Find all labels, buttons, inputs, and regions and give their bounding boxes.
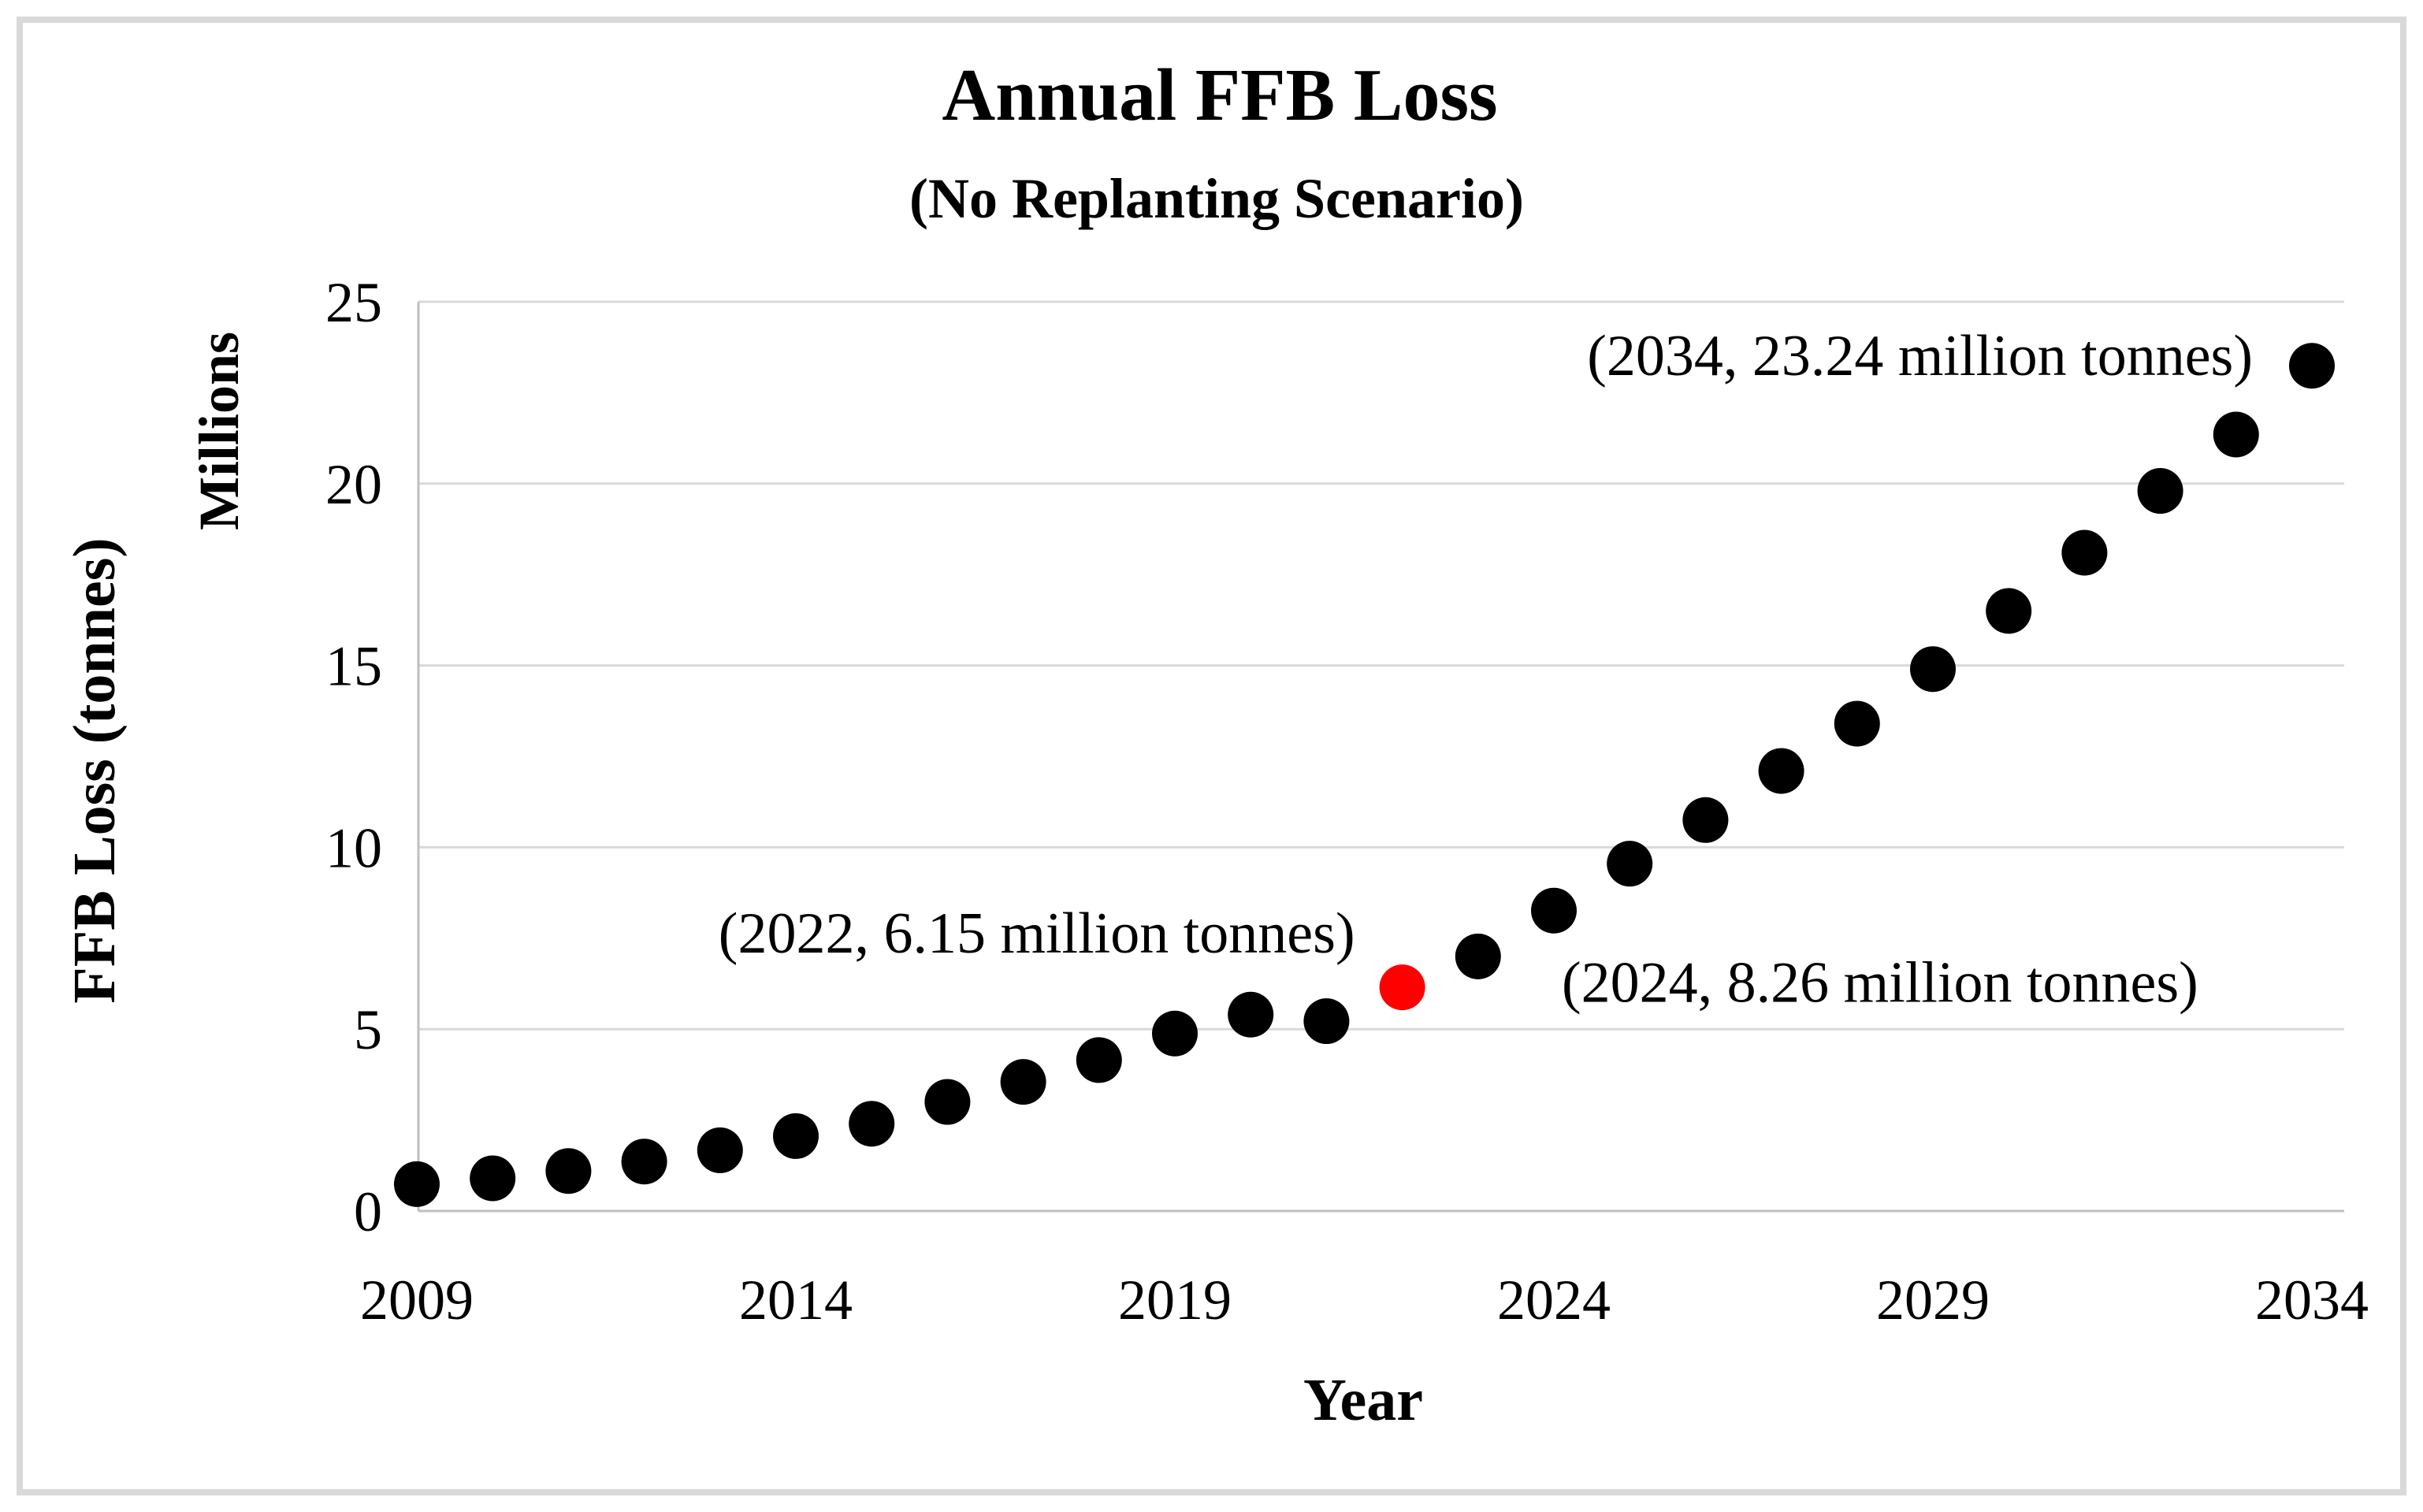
data-point-2032	[2137, 468, 2183, 515]
x-tick-label-2014: 2014	[739, 1269, 853, 1332]
data-point-2017	[1000, 1059, 1046, 1105]
data-point-2023	[1455, 933, 1501, 979]
y-tick-label-25: 25	[325, 271, 382, 334]
data-point-2034	[2289, 343, 2335, 389]
data-point-2009	[394, 1161, 440, 1207]
data-point-2025	[1607, 841, 1653, 887]
data-point-2026	[1682, 797, 1729, 843]
data-point-2033	[2213, 411, 2259, 458]
x-tick-label-2009: 2009	[360, 1269, 474, 1332]
y-tick-label-5: 5	[354, 998, 382, 1061]
y-tick-label-15: 15	[325, 635, 382, 698]
data-point-2021	[1303, 998, 1350, 1045]
data-point-2013	[697, 1127, 743, 1173]
data-point-2014	[773, 1113, 819, 1159]
data-point-2010	[470, 1155, 516, 1202]
y-tick-label-0: 0	[354, 1180, 382, 1243]
y-axis-unit-label: Millions	[188, 332, 251, 530]
point-annotations: (2034, 23.24 million tonnes) (2022, 6.15 …	[719, 324, 2253, 1015]
data-point-2030	[1986, 588, 2032, 634]
y-axis-title: FFB Loss (tonnes)	[61, 537, 128, 1003]
gridlines	[418, 300, 2344, 1031]
axis-lines	[417, 302, 2344, 1213]
data-point-2011	[545, 1148, 592, 1194]
data-point-2015	[849, 1101, 895, 1147]
x-axis-title: Year	[1303, 1367, 1423, 1433]
annotation-2022: (2022, 6.15 million tonnes)	[719, 901, 1355, 966]
data-point-2024	[1531, 887, 1577, 934]
x-tick-label-2034: 2034	[2255, 1269, 2369, 1332]
data-point-2028	[1834, 700, 1880, 747]
annotation-2034: (2034, 23.24 million tonnes)	[1587, 324, 2253, 388]
y-tick-label-10: 10	[325, 816, 382, 879]
chart-subtitle: (No Replanting Scenario)	[909, 167, 1524, 230]
y-tick-label-20: 20	[325, 453, 382, 516]
annotation-2024: (2024, 8.26 million tonnes)	[1562, 951, 2198, 1016]
x-tick-label-2019: 2019	[1118, 1269, 1232, 1332]
data-points	[394, 343, 2335, 1207]
x-tick-label-2024: 2024	[1497, 1269, 1611, 1332]
tick-labels: 0 5 10 15 20 25 2009 2014 2019 2024 2029 2034	[325, 271, 2369, 1332]
data-point-2019	[1152, 1010, 1198, 1057]
data-point-2012	[621, 1139, 667, 1185]
highlighted-data-point-2022	[1379, 964, 1425, 1011]
data-point-2020	[1228, 991, 1274, 1038]
data-point-2018	[1076, 1037, 1122, 1083]
data-point-2029	[1910, 646, 1956, 693]
x-tick-label-2029: 2029	[1876, 1269, 1990, 1332]
data-point-2031	[2061, 529, 2108, 576]
data-point-2027	[1758, 748, 1804, 794]
data-point-2016	[924, 1079, 971, 1125]
figure-border	[17, 17, 2406, 1495]
chart-title: Annual FFB Loss	[942, 54, 1497, 136]
